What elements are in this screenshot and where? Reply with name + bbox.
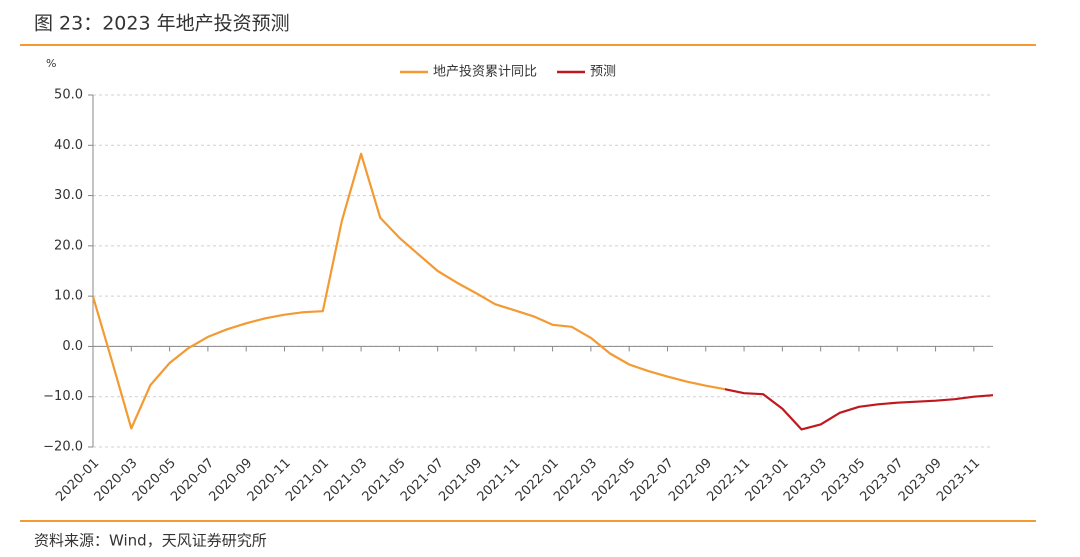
source-note: 资料来源：Wind，天风证券研究所 [34,532,267,550]
y-tick-label: 40.0 [54,138,83,153]
series-line [724,388,994,431]
legend-label: 预测 [590,65,616,80]
y-tick-label: 50.0 [54,88,83,103]
y-tick-label: 0.0 [62,339,83,354]
series-line [91,152,726,430]
y-tick-label: −20.0 [43,440,83,455]
y-axis-unit: % [46,57,56,70]
y-tick-label: 10.0 [54,289,83,304]
y-tick-label: −10.0 [43,389,83,404]
y-tick-label: 20.0 [54,238,83,253]
y-tick-label: 30.0 [54,188,83,203]
legend-label: 地产投资累计同比 [433,64,537,80]
chart-title: 图 23：2023 年地产投资预测 [34,13,290,35]
